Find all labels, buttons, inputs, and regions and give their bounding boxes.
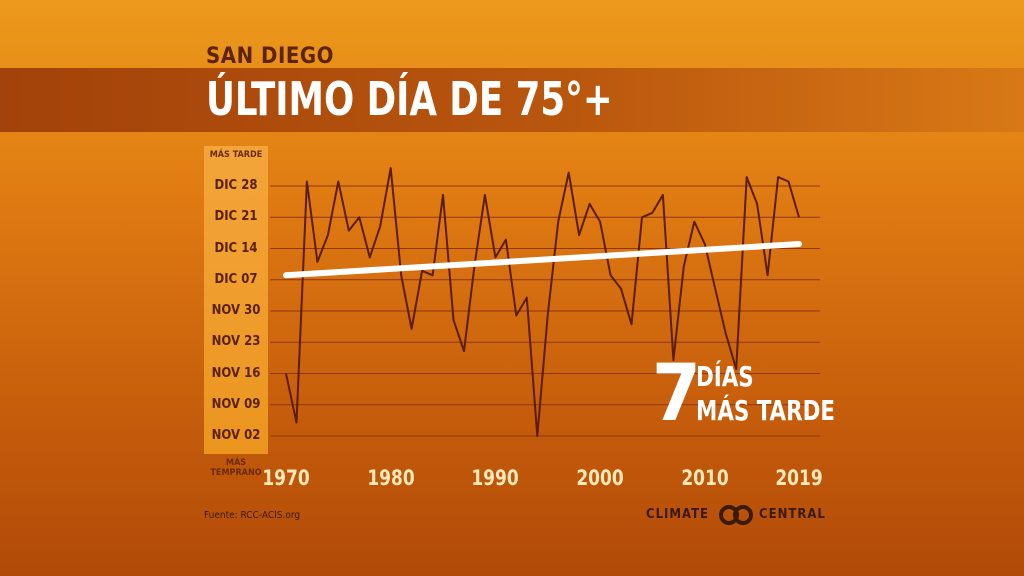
callout-line1: DÍAS <box>696 360 754 393</box>
x-tick-label: 2019 <box>775 466 823 490</box>
x-tick-label: 2000 <box>576 466 624 490</box>
y-tick-label: NOV 16 <box>211 365 261 381</box>
y-tick-label: NOV 30 <box>211 303 261 318</box>
x-tick-label: 1990 <box>471 466 520 490</box>
y-axis-top-label: MÁS TARDE <box>209 150 263 160</box>
y-tick-label: DIC 28 <box>214 178 258 193</box>
logo-word-climate: CLIMATE <box>646 507 710 522</box>
title-band <box>0 68 1024 132</box>
y-tick-label: DIC 21 <box>214 209 258 225</box>
chart-title: ÚLTIMO DÍA DE 75°+ <box>206 72 613 126</box>
climate-central-logo: CLIMATE CENTRAL <box>646 504 826 526</box>
y-tick-label: DIC 07 <box>214 271 258 287</box>
x-tick-label: 1980 <box>367 466 415 490</box>
callout-line2: MÁS TARDE <box>696 394 835 427</box>
logo-rings-icon <box>719 505 753 525</box>
callout-number: 7 <box>652 349 701 439</box>
y-tick-label: NOV 02 <box>211 428 261 443</box>
x-tick-label: 1970 <box>262 466 310 490</box>
trend-line <box>283 241 802 279</box>
y-tick-label: NOV 23 <box>211 334 261 350</box>
series-line <box>285 167 800 437</box>
chart-subtitle: SAN DIEGO <box>206 44 334 69</box>
y-tick-label: NOV 09 <box>211 396 261 412</box>
source-note: Fuente: RCC-ACIS.org <box>204 510 301 521</box>
y-axis-panel <box>204 146 268 454</box>
y-tick-label: DIC 14 <box>214 240 258 256</box>
x-tick-label: 2010 <box>681 466 729 490</box>
y-axis-bottom-label: MÁS TEMPRANO <box>210 458 262 478</box>
logo-word-central: CENTRAL <box>759 507 826 522</box>
